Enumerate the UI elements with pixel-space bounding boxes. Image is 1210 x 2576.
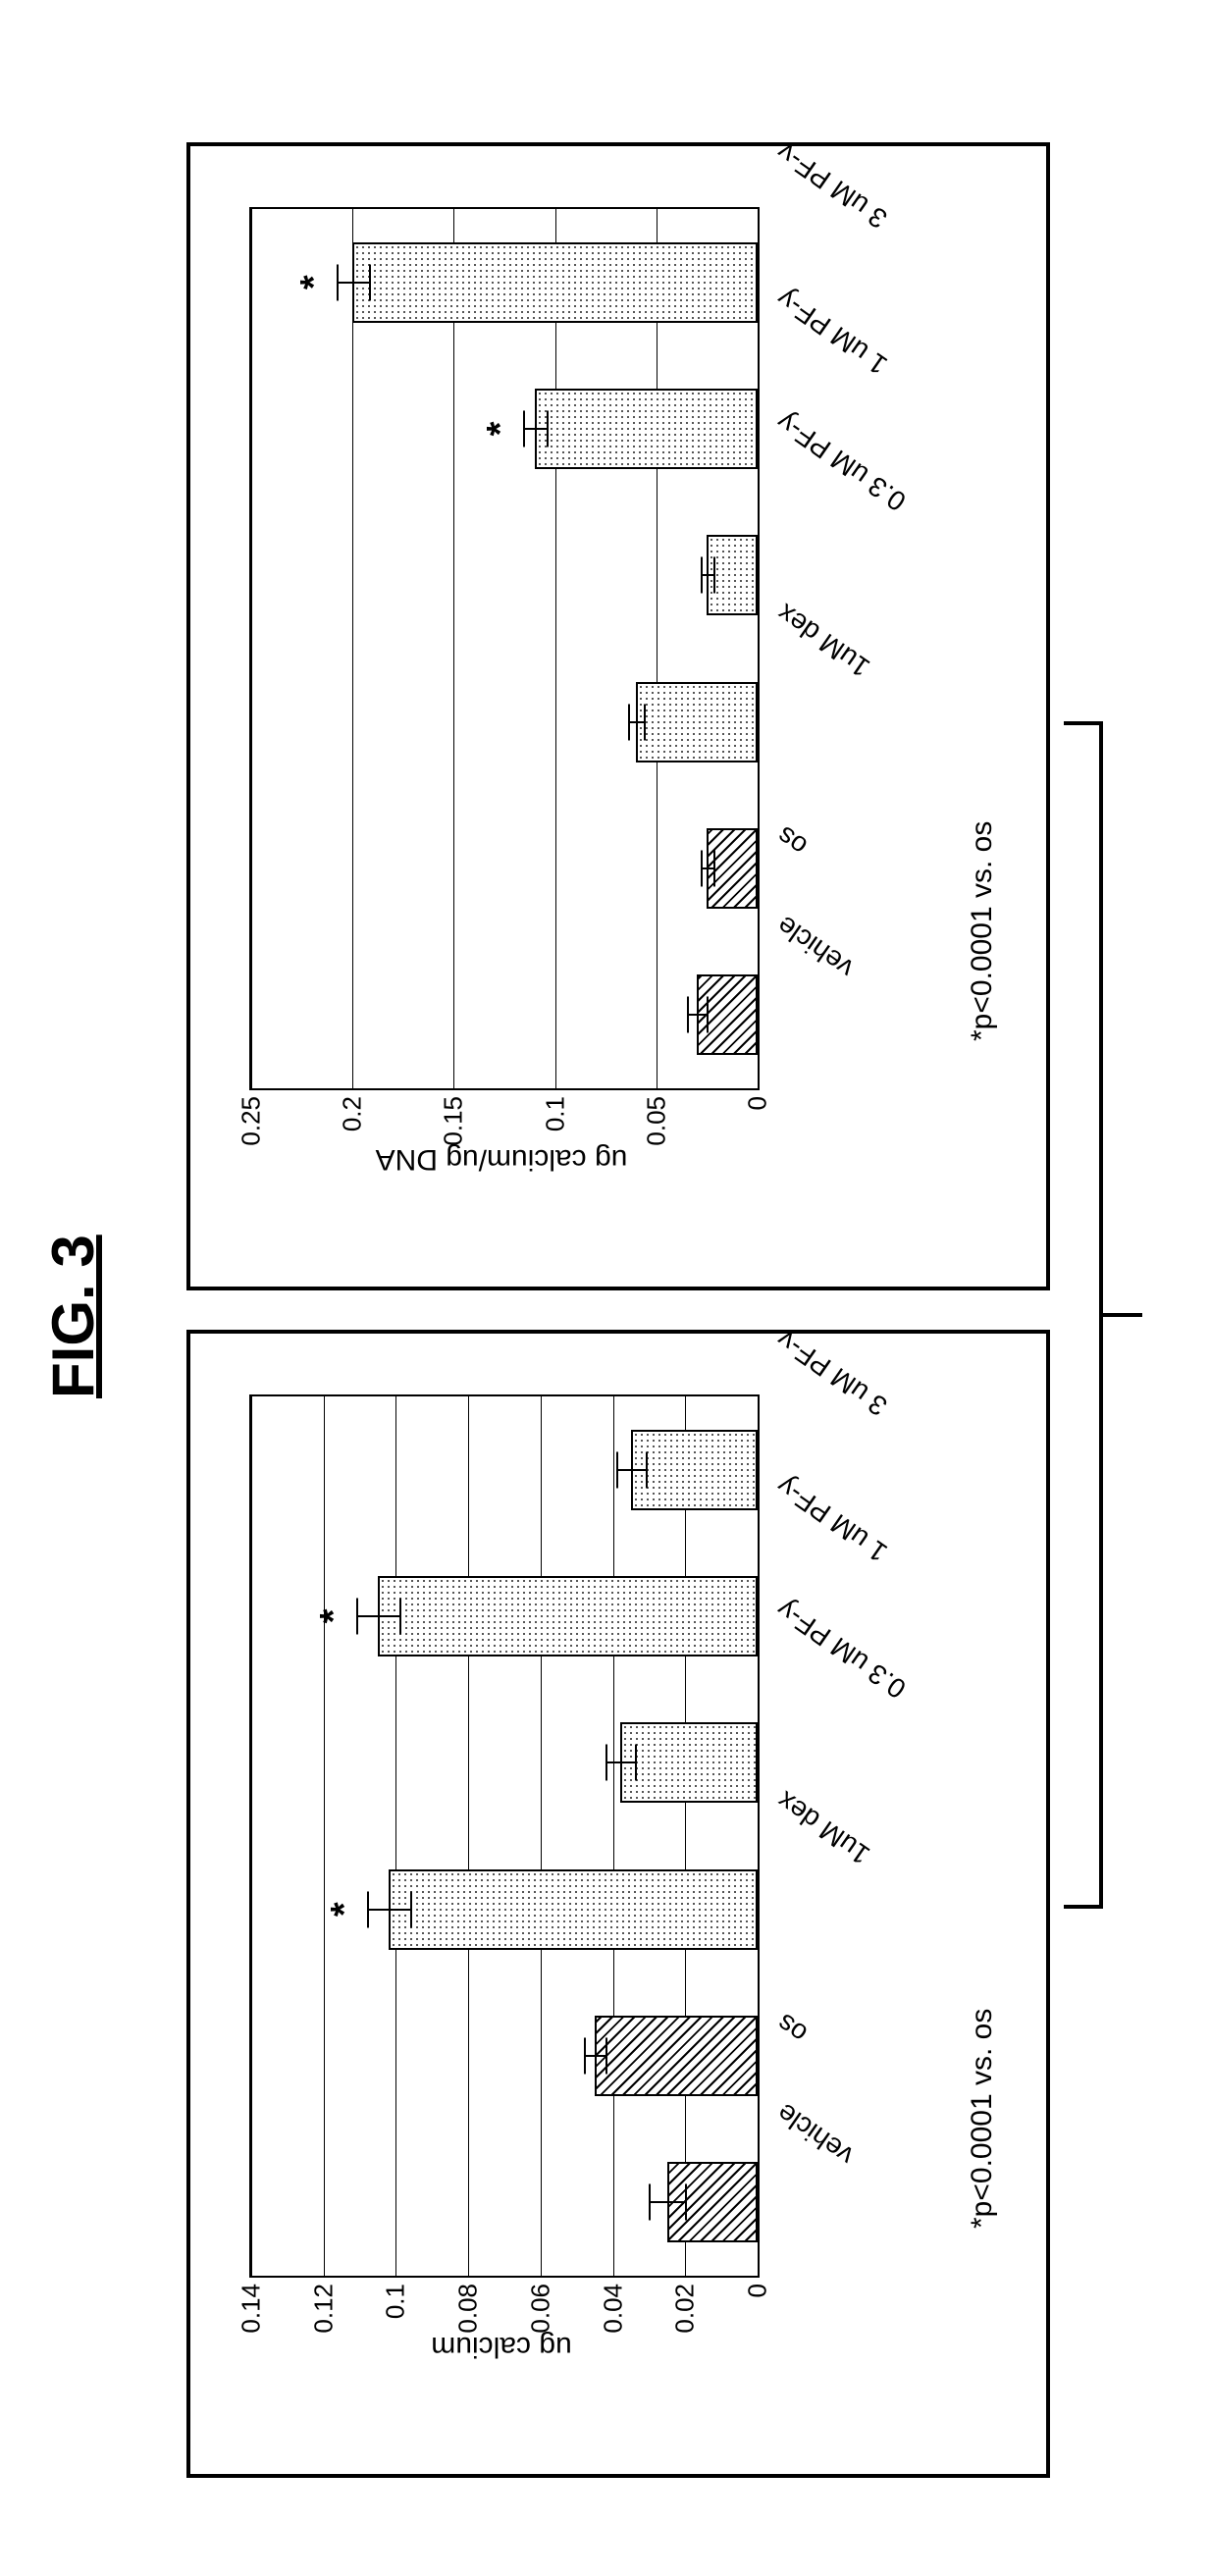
gridline: [685, 1396, 686, 2276]
error-bar: [523, 428, 548, 430]
plot-area-right: 00.050.10.150.20.25vehicleos1uM dex0.3 u…: [249, 207, 760, 1090]
y-axis-label-right: ug calcium/ug DNA: [335, 1142, 668, 1176]
error-bar: [616, 1469, 645, 1471]
footnote-right: *p<0.0001 vs. os: [966, 821, 999, 1041]
error-cap: [337, 264, 339, 300]
error-cap: [713, 557, 715, 594]
gridline: [613, 1396, 614, 2276]
bar: [595, 2016, 758, 2096]
gridline: [324, 1396, 325, 2276]
x-tick-label: 1uM dex: [771, 1784, 875, 1870]
error-cap: [713, 851, 715, 887]
x-tick-label: vehicle: [771, 2097, 860, 2172]
y-tick-label: 0: [743, 2276, 773, 2297]
error-cap: [687, 997, 689, 1033]
error-bar: [337, 282, 369, 284]
y-tick-label: 0.14: [237, 2276, 267, 2334]
gridline: [468, 1396, 469, 2276]
gridline: [541, 1396, 542, 2276]
error-bar: [367, 1909, 410, 1911]
bar: [631, 1430, 758, 1510]
y-tick-label: 0.15: [439, 1088, 469, 1146]
y-tick-label: 0.05: [641, 1088, 671, 1146]
gridline: [251, 1396, 252, 2276]
x-tick-label: 0.3 uM PF-y: [771, 1594, 912, 1706]
bar: [389, 1869, 758, 1950]
bar: [535, 389, 758, 469]
error-bar: [649, 2201, 685, 2203]
error-cap: [685, 2184, 687, 2221]
figure-label: FIG. 3: [39, 1235, 107, 1398]
gridline: [758, 209, 759, 1088]
error-cap: [616, 1451, 618, 1488]
error-bar: [628, 721, 645, 723]
error-cap: [584, 2038, 586, 2075]
bar: [636, 682, 758, 762]
figure-landscape: FIG. 3 ug calcium 00.020.040.060.080.10.…: [0, 0, 1210, 2576]
error-bar: [584, 2055, 605, 2057]
error-cap: [605, 1745, 607, 1781]
x-tick-label: 3 uM PF-y: [771, 135, 893, 234]
y-tick-label: 0.12: [308, 2276, 339, 2334]
error-bar: [356, 1615, 399, 1617]
y-tick-label: 0.04: [598, 2276, 628, 2334]
error-cap: [367, 1891, 369, 1927]
error-cap: [628, 704, 630, 740]
error-cap: [644, 704, 646, 740]
significance-marker: *: [293, 275, 336, 289]
gridline: [352, 209, 353, 1088]
error-cap: [356, 1599, 358, 1635]
x-tick-label: os: [771, 2007, 814, 2049]
y-tick-label: 0.06: [525, 2276, 555, 2334]
panel-right: ug calcium/ug DNA 00.050.10.150.20.25veh…: [186, 142, 1050, 1290]
bar: [352, 242, 758, 323]
significance-marker: *: [324, 1902, 366, 1917]
plot-area-left: 00.020.040.060.080.10.120.14vehicleos*1u…: [249, 1394, 760, 2278]
x-tick-label: 1 uM PF-y: [771, 283, 893, 381]
error-cap: [547, 411, 549, 447]
x-tick-label: 1uM dex: [771, 597, 875, 683]
x-tick-label: 0.3 uM PF-y: [771, 406, 912, 518]
x-tick-label: 1 uM PF-y: [771, 1470, 893, 1568]
bar: [378, 1576, 758, 1656]
error-cap: [605, 2038, 607, 2075]
y-tick-label: 0.08: [453, 2276, 484, 2334]
gridline: [395, 1396, 396, 2276]
error-cap: [399, 1599, 401, 1635]
y-tick-label: 0.2: [338, 1088, 368, 1131]
page: FIG. 3 ug calcium 00.020.040.060.080.10.…: [0, 0, 1210, 2576]
bar: [620, 1722, 758, 1803]
gridline: [657, 209, 658, 1088]
error-cap: [707, 997, 709, 1033]
y-tick-label: 0: [743, 1088, 773, 1110]
panel-left: ug calcium 00.020.040.060.080.10.120.14v…: [186, 1330, 1050, 2478]
significance-marker: *: [313, 1609, 355, 1624]
gridline: [555, 209, 556, 1088]
significance-marker: *: [480, 422, 522, 437]
gridline: [251, 209, 252, 1088]
x-tick-label: vehicle: [771, 910, 860, 984]
error-cap: [649, 2184, 651, 2221]
error-cap: [701, 557, 703, 594]
error-cap: [635, 1745, 637, 1781]
error-cap: [410, 1891, 412, 1927]
error-cap: [523, 411, 525, 447]
y-tick-label: 0.02: [670, 2276, 701, 2334]
error-cap: [701, 851, 703, 887]
error-cap: [646, 1451, 648, 1488]
error-cap: [369, 264, 371, 300]
y-tick-label: 0.1: [381, 2276, 411, 2319]
footnote-left: *p<0.0001 vs. os: [966, 2009, 999, 2229]
error-bar: [687, 1014, 708, 1016]
gridline: [453, 209, 454, 1088]
y-axis-label-left: ug calcium: [354, 2330, 649, 2363]
y-tick-label: 0.1: [540, 1088, 570, 1131]
x-tick-label: 3 uM PF-y: [771, 1323, 893, 1421]
x-tick-label: os: [771, 819, 814, 862]
gridline: [758, 1396, 759, 2276]
panel-bracket: [1099, 721, 1103, 1909]
error-bar: [605, 1761, 634, 1763]
y-tick-label: 0.25: [237, 1088, 267, 1146]
